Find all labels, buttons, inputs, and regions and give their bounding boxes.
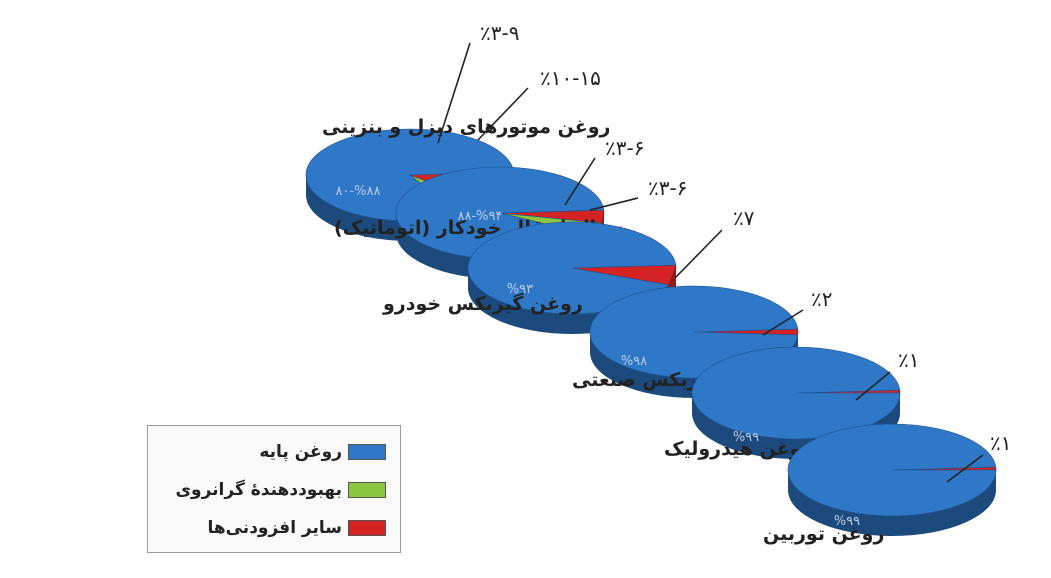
pie-base-label: ۸۸-%۹۴: [458, 209, 503, 224]
pie-name: روغن توربین: [763, 523, 884, 545]
callout-label-other: ٪۷: [733, 206, 755, 230]
pie-slice-base: [787, 423, 997, 517]
legend-swatch-other: [348, 520, 386, 536]
legend-label-base: روغن پایه: [259, 442, 342, 462]
chart-legend: روغن پایه بهبوددهندهٔ گرانروی سایر افزود…: [147, 425, 401, 553]
callout-line-improver: [564, 157, 596, 206]
pie-name: روغن گیربکس خودرو: [382, 292, 583, 315]
callout-label-improver: ٪۳-۹: [480, 21, 519, 45]
pie-base-label: %۹۳: [507, 282, 533, 297]
legend-label-other: سایر افزودنی‌ها: [207, 518, 342, 538]
callout-label-other: ٪۱۰-۱۵: [540, 66, 601, 90]
callout-label-improver: ٪۳-۶: [605, 136, 644, 160]
legend-item-other: سایر افزودنی‌ها: [207, 518, 386, 538]
legend-label-improver: بهبوددهندهٔ گرانروی: [175, 480, 342, 500]
legend-swatch-improver: [348, 482, 386, 498]
legend-swatch-base: [348, 444, 386, 460]
callout-label-other: ٪۱: [990, 431, 1011, 455]
callout-label-other: ٪۳-۶: [648, 176, 687, 200]
callout-line-other: [762, 309, 804, 336]
callout-line-other: [855, 371, 891, 401]
callout-line-other: [674, 229, 723, 279]
legend-item-base: روغن پایه: [259, 442, 386, 462]
pie-slice-base: [305, 128, 515, 222]
pie-name: روغن موتورهای دیزل و بنزینی: [322, 116, 611, 138]
callout-line-improver: [437, 42, 471, 144]
callout-label-other: ٪۱: [898, 348, 919, 372]
pie-side: [788, 470, 996, 536]
pie-name: روغن هیدرولیک: [664, 438, 812, 460]
callout-line-other: [946, 454, 984, 483]
pie-base-label: %۹۹: [834, 514, 860, 529]
pie-base-label: ۸۰-%۸۸: [336, 184, 381, 199]
callout-label-other: ٪۲: [811, 287, 832, 311]
pie-base-label: %۹۸: [621, 354, 647, 369]
callout-line-other: [589, 197, 639, 211]
pie-base-label: %۹۹: [733, 430, 759, 445]
callout-line-other: [477, 87, 529, 141]
legend-item-improver: بهبوددهندهٔ گرانروی: [175, 480, 386, 500]
